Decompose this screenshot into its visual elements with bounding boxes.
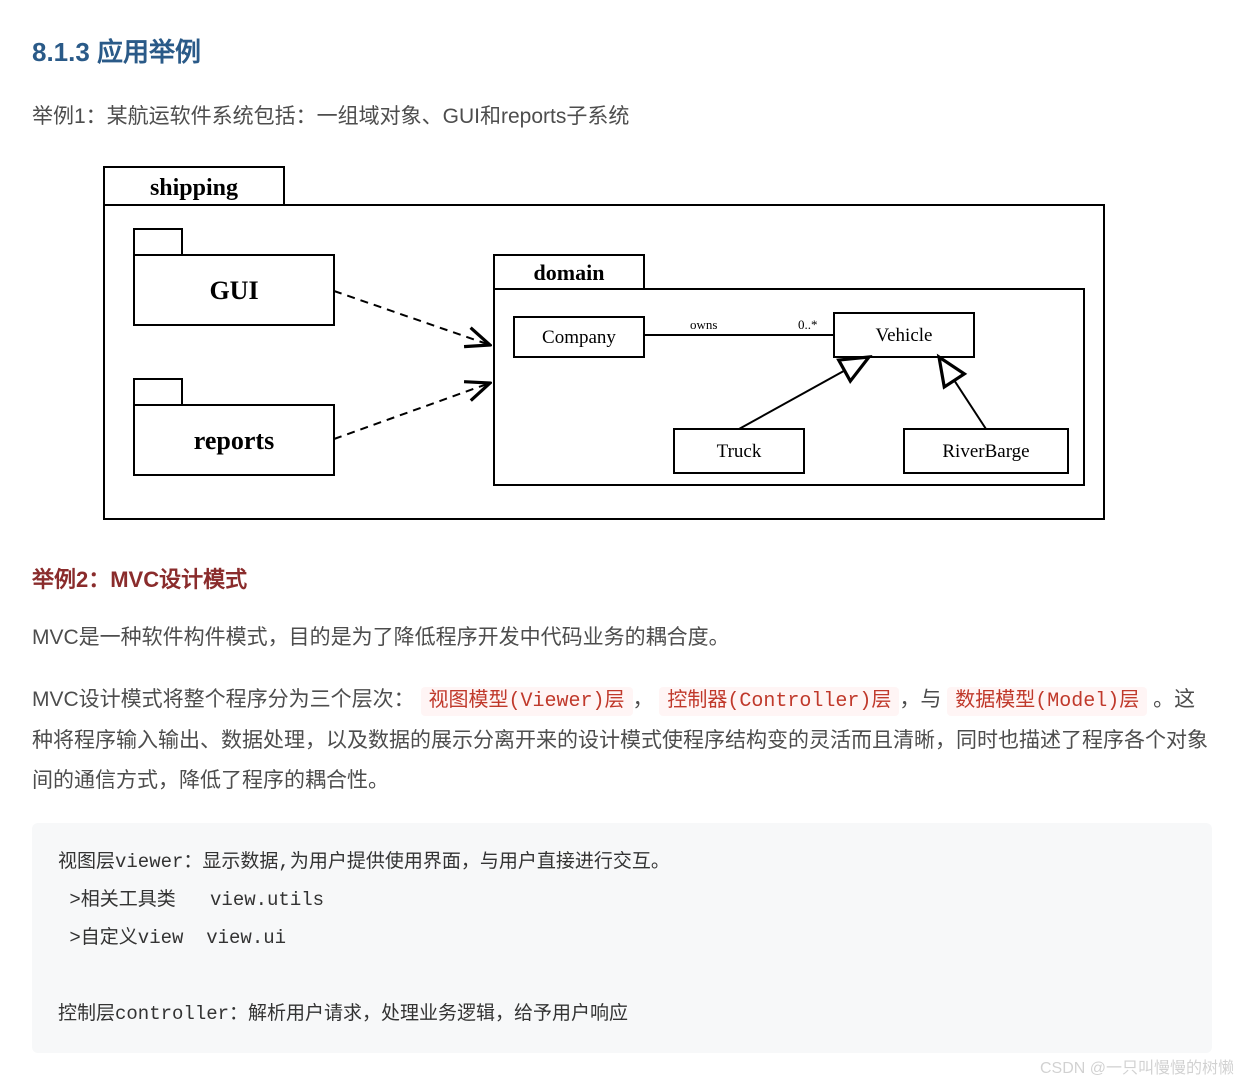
svg-text:GUI: GUI	[209, 276, 258, 305]
code-block: 视图层viewer：显示数据,为用户提供使用界面，与用户直接进行交互。 >相关工…	[32, 823, 1212, 1053]
inline-code-model: 数据模型(Model)层	[947, 687, 1147, 716]
sep: ，与	[899, 688, 947, 711]
svg-text:Truck: Truck	[717, 441, 762, 462]
mvc-p2-prefix: MVC设计模式将整个程序分为三个层次：	[32, 688, 415, 711]
svg-text:shipping: shipping	[150, 175, 238, 201]
inline-code-controller: 控制器(Controller)层	[659, 687, 899, 716]
svg-text:reports: reports	[194, 426, 274, 455]
inline-code-viewer: 视图模型(Viewer)层	[421, 687, 633, 716]
svg-text:RiverBarge: RiverBarge	[942, 441, 1029, 462]
watermark: CSDN @一只叫慢慢的树懒	[1040, 1054, 1234, 1078]
svg-text:Company: Company	[542, 327, 616, 348]
section-title: 8.1.3 应用举例	[32, 32, 1212, 69]
example1-intro: 举例1：某航运软件系统包括：一组域对象、GUI和reports子系统	[32, 97, 1212, 137]
sep: ，	[633, 688, 654, 711]
svg-text:0..*: 0..*	[798, 317, 818, 332]
svg-text:domain: domain	[534, 260, 605, 285]
uml-diagram: shipping GUI reports domain Company Vehicle Tr…	[74, 159, 1212, 534]
svg-text:Vehicle: Vehicle	[876, 325, 933, 346]
mvc-paragraph-1: MVC是一种软件构件模式，目的是为了降低程序开发中代码业务的耦合度。	[32, 618, 1212, 658]
example2-title: 举例2：MVC设计模式	[32, 562, 1212, 594]
svg-text:owns: owns	[690, 317, 717, 332]
mvc-paragraph-2: MVC设计模式将整个程序分为三个层次： 视图模型(Viewer)层， 控制器(C…	[32, 680, 1212, 801]
